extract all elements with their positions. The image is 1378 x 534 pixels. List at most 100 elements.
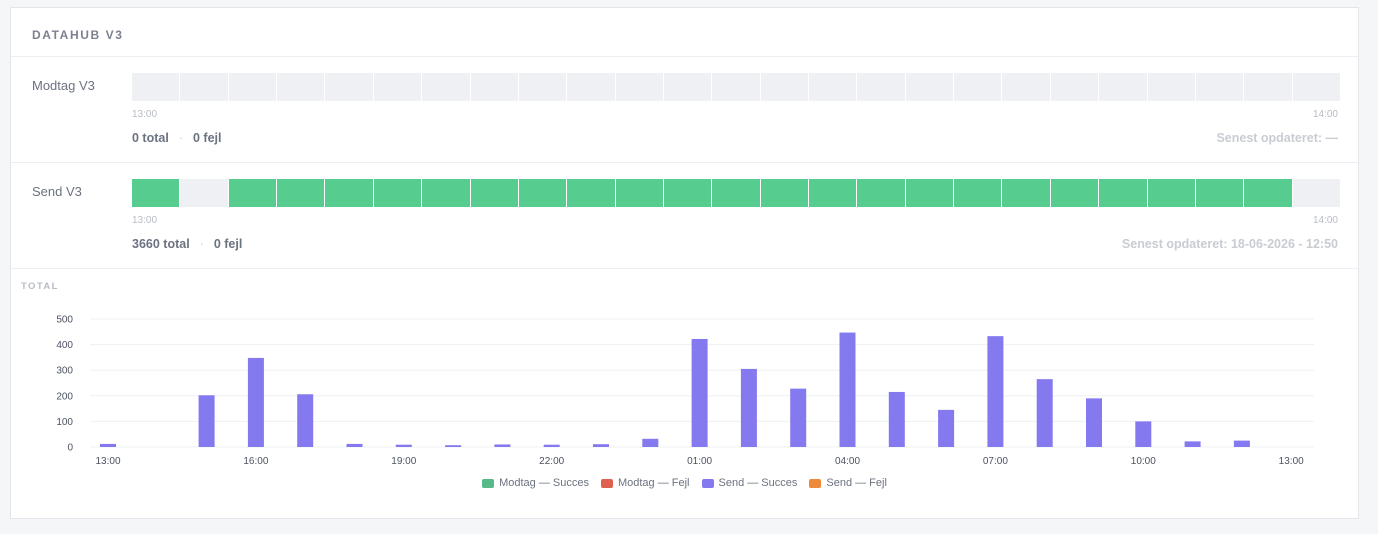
- legend-item[interactable]: Modtag — Succes: [482, 477, 589, 489]
- x-tick-label: 10:00: [1131, 456, 1156, 467]
- bar: [395, 444, 412, 447]
- separator-dot: ·: [199, 237, 204, 251]
- segment-success: [422, 179, 470, 207]
- segment-empty: [663, 73, 712, 101]
- time-tick-start: 13:00: [132, 109, 158, 120]
- bar: [1036, 379, 1053, 447]
- x-tick-label: 22:00: [539, 456, 564, 467]
- segment-empty: [954, 73, 1002, 101]
- y-tick-label: 500: [56, 315, 73, 326]
- separator-dot: ·: [178, 131, 183, 145]
- last-updated: Senest opdateret: 18-06-2026 - 12:50: [1121, 237, 1338, 251]
- segment-empty: [1292, 179, 1340, 207]
- card-title: DATAHUB V3: [11, 8, 1358, 57]
- segment-empty: [1244, 73, 1292, 101]
- segment-empty: [132, 73, 180, 101]
- legend-swatch: [600, 478, 613, 488]
- x-tick-label: 16:00: [243, 456, 268, 467]
- segment-empty: [1195, 73, 1244, 101]
- status-row-modtag: Modtag V3 13:00 14:00 0 total · 0 fejl Sen…: [11, 57, 1358, 163]
- bar: [839, 332, 856, 447]
- x-tick-label: 04:00: [835, 456, 860, 467]
- row-label: Modtag V3: [32, 78, 95, 93]
- segment-empty: [809, 73, 857, 101]
- legend-swatch: [809, 478, 822, 488]
- bar: [593, 444, 609, 447]
- segment-empty: [518, 73, 567, 101]
- time-tick-end: 14:00: [1312, 215, 1338, 226]
- segment-empty: [228, 73, 277, 101]
- row-stats: 0 total · 0 fejl: [132, 131, 221, 145]
- bar: [938, 409, 955, 447]
- bar: [346, 443, 363, 447]
- y-tick-label: 100: [56, 417, 73, 428]
- bar: [1135, 421, 1152, 447]
- bar: [790, 388, 807, 447]
- segment-empty: [905, 73, 954, 101]
- segment-empty: [712, 73, 760, 101]
- segment-success: [760, 179, 809, 207]
- segment-empty: [373, 73, 422, 101]
- segment-success: [615, 179, 663, 207]
- bar: [1086, 398, 1102, 447]
- segment-success: [809, 179, 857, 207]
- row-label: Send V3: [32, 184, 82, 199]
- segment-success: [1195, 179, 1244, 207]
- total-count: 3660 total: [132, 237, 190, 251]
- bar: [445, 445, 462, 447]
- x-tick-label: 19:00: [391, 456, 416, 467]
- row-stats: 3660 total · 0 fejl: [132, 237, 242, 251]
- y-tick-label: 0: [67, 443, 73, 454]
- segment-success: [1002, 179, 1050, 207]
- segment-empty: [1292, 73, 1340, 101]
- bar: [100, 443, 116, 447]
- segment-success: [1147, 179, 1195, 207]
- bar: [1233, 440, 1250, 447]
- segment-success: [132, 179, 180, 207]
- time-tick-end: 14:00: [1312, 109, 1338, 120]
- segment-success: [663, 179, 712, 207]
- bar: [691, 338, 708, 447]
- time-tick-start: 13:00: [132, 215, 158, 226]
- bar: [297, 394, 314, 447]
- segment-success: [712, 179, 760, 207]
- segment-empty: [1099, 73, 1147, 101]
- legend-label: Send — Succes: [718, 477, 798, 489]
- segment-success: [277, 179, 325, 207]
- segment-empty: [180, 73, 228, 101]
- segment-success: [1050, 179, 1099, 207]
- segment-empty: [180, 179, 228, 207]
- status-bar: [132, 179, 1340, 207]
- legend-item[interactable]: Modtag — Fejl: [600, 477, 690, 489]
- segment-success: [373, 179, 422, 207]
- y-tick-label: 300: [56, 366, 73, 377]
- segment-empty: [422, 73, 470, 101]
- total-bar-chart: 0 100 200 300 400 500 13:00 16:00 19:00 22:00 01:0…: [56, 315, 1314, 467]
- chart-title: TOTAL: [21, 281, 59, 292]
- legend-label: Modtag — Succes: [499, 477, 589, 489]
- segment-empty: [325, 73, 373, 101]
- segment-empty: [277, 73, 325, 101]
- segment-empty: [615, 73, 663, 101]
- status-row-send: Send V3 13:00 14:00 3660 total · 0 fejl Se…: [11, 163, 1358, 269]
- segment-success: [1244, 179, 1292, 207]
- legend-swatch: [482, 478, 495, 488]
- segment-empty: [470, 73, 518, 101]
- bar: [247, 357, 264, 447]
- bar: [494, 444, 511, 447]
- segment-success: [905, 179, 954, 207]
- x-tick-label: 13:00: [1279, 456, 1304, 467]
- bar: [1184, 441, 1201, 447]
- bar: [642, 438, 659, 447]
- y-tick-label: 200: [56, 391, 73, 402]
- segment-empty: [857, 73, 905, 101]
- last-updated: Senest opdateret: —: [1216, 131, 1338, 145]
- legend-item[interactable]: Send — Succes: [701, 477, 798, 489]
- legend-swatch: [701, 478, 714, 488]
- segment-success: [1099, 179, 1147, 207]
- bar: [740, 368, 757, 447]
- segment-success: [954, 179, 1002, 207]
- legend-item[interactable]: Send — Fejl: [809, 477, 887, 489]
- segment-empty: [760, 73, 809, 101]
- chart-legend: Modtag — Succes Modtag — Fejl Send — Succe…: [10, 477, 1359, 489]
